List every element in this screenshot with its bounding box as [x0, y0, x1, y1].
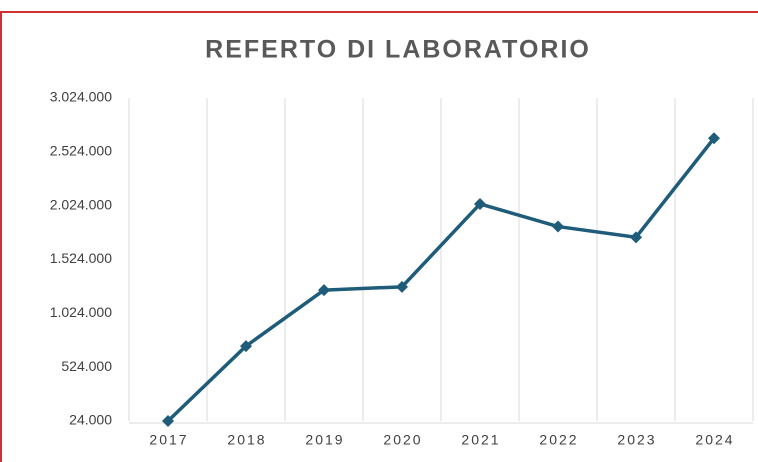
x-tick-label: 2023 — [617, 432, 656, 448]
x-tick-label: 2018 — [227, 432, 266, 448]
x-tick-label: 2024 — [695, 432, 734, 448]
chart-title: REFERTO DI LABORATORIO — [205, 36, 591, 64]
marker — [708, 132, 720, 145]
y-tick-label: 3.024.000 — [50, 89, 112, 105]
x-tick-label: 2019 — [305, 432, 344, 448]
y-tick-label: 2.024.000 — [50, 196, 112, 212]
line — [166, 137, 716, 423]
marker — [162, 415, 174, 427]
marker — [552, 220, 564, 233]
y-tick-label: 24.000 — [69, 412, 112, 428]
marker — [318, 284, 330, 297]
marker — [474, 197, 486, 210]
marker — [396, 280, 408, 293]
marker — [240, 340, 252, 353]
y-tick-label: 2.524.000 — [50, 143, 112, 159]
x-tick-label: 2017 — [149, 432, 188, 448]
x-tick-label: 2020 — [383, 432, 422, 448]
y-tick-label: 1.524.000 — [50, 250, 112, 266]
x-tick-label: 2021 — [461, 432, 500, 448]
marker — [630, 231, 642, 244]
y-tick-label: 524.000 — [61, 358, 112, 374]
y-tick-label: 1.024.000 — [50, 304, 112, 320]
x-tick-label: 2022 — [539, 432, 578, 448]
